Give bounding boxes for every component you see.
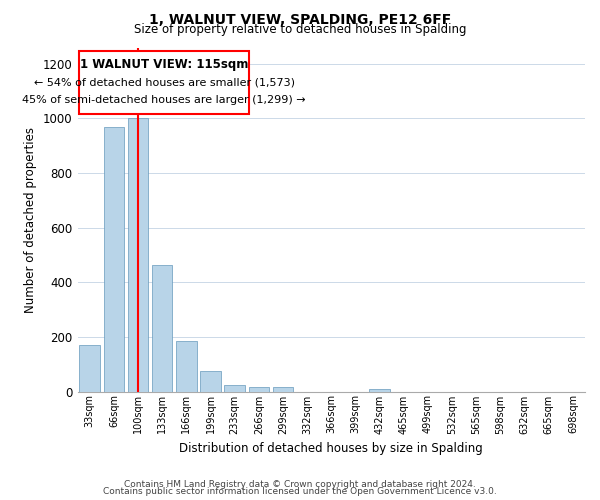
Bar [370, 389, 390, 392]
Text: 1 WALNUT VIEW: 115sqm: 1 WALNUT VIEW: 115sqm [80, 58, 248, 71]
X-axis label: Distribution of detached houses by size in Spalding: Distribution of detached houses by size … [179, 442, 483, 455]
Text: 45% of semi-detached houses are larger (1,299) →: 45% of semi-detached houses are larger (… [22, 96, 306, 106]
Bar [224, 384, 245, 392]
Text: ← 54% of detached houses are smaller (1,573): ← 54% of detached houses are smaller (1,… [34, 78, 295, 88]
Bar [200, 371, 221, 392]
Text: Contains public sector information licensed under the Open Government Licence v3: Contains public sector information licen… [103, 488, 497, 496]
Bar [128, 118, 148, 392]
Bar [176, 341, 197, 392]
Y-axis label: Number of detached properties: Number of detached properties [25, 126, 37, 312]
Bar [248, 388, 269, 392]
Text: Size of property relative to detached houses in Spalding: Size of property relative to detached ho… [134, 24, 466, 36]
Text: Contains HM Land Registry data © Crown copyright and database right 2024.: Contains HM Land Registry data © Crown c… [124, 480, 476, 489]
Bar [104, 126, 124, 392]
Bar [273, 388, 293, 392]
Bar [79, 51, 249, 114]
Bar [152, 264, 172, 392]
Text: 1, WALNUT VIEW, SPALDING, PE12 6FF: 1, WALNUT VIEW, SPALDING, PE12 6FF [149, 12, 451, 26]
Bar [79, 345, 100, 392]
